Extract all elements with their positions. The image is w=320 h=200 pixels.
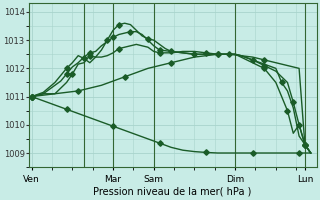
X-axis label: Pression niveau de la mer( hPa ): Pression niveau de la mer( hPa ) — [93, 187, 252, 197]
